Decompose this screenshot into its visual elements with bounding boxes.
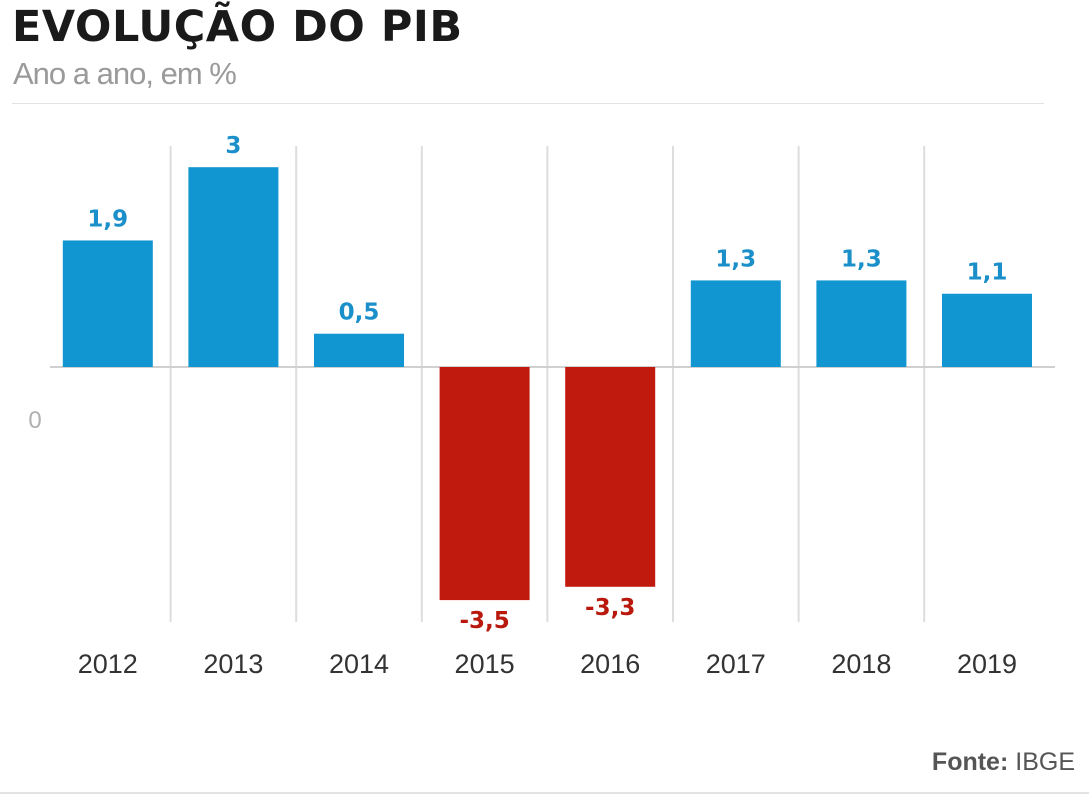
x-tick-labels: 2012 2013 2014 2015 2016 2017 2018 2019 <box>78 649 1017 679</box>
bottom-divider <box>0 792 1089 794</box>
bar-2014 <box>314 333 404 367</box>
bar-2019 <box>942 293 1032 367</box>
value-label-2015: -3,5 <box>459 608 509 634</box>
x-tick-label-2018: 2018 <box>831 649 891 679</box>
x-tick-label-2013: 2013 <box>203 649 263 679</box>
bar-chart: 1,930,5-3,5-3,31,3 1,31,1 2012 2013 2014 201… <box>28 133 1055 679</box>
value-label-2013: 3 <box>225 133 241 159</box>
source-value: IBGE <box>1015 748 1075 776</box>
column-dividers <box>169 146 926 622</box>
value-label-2017: 1,3 <box>715 246 756 272</box>
source-label: Fonte: <box>931 748 1009 776</box>
bar-2013 <box>188 167 279 367</box>
x-tick-label-2017: 2017 <box>706 649 766 679</box>
x-tick-label-2016: 2016 <box>580 649 640 679</box>
x-tick-label-2014: 2014 <box>329 649 389 679</box>
value-label-2018: 1,3 <box>841 246 882 272</box>
bar-2018 <box>816 280 907 367</box>
value-label-2014: 0,5 <box>339 300 380 326</box>
bar-2016 <box>565 367 656 587</box>
bar-2015 <box>439 367 530 601</box>
value-label-2016: -3,3 <box>585 595 635 621</box>
x-tick-label-2015: 2015 <box>455 649 515 679</box>
chart-subtitle: Ano a ano, em % <box>13 56 237 91</box>
bar-2017 <box>690 280 781 367</box>
chart-title: EVOLUÇÃO DO PIB <box>12 2 463 52</box>
zero-label: 0 <box>28 407 41 434</box>
x-tick-label-2012: 2012 <box>78 649 138 679</box>
x-tick-label-2019: 2019 <box>957 649 1017 679</box>
bar-2012 <box>62 240 153 367</box>
source-credit: Fonte: IBGE <box>932 748 1075 777</box>
value-label-2012: 1,9 <box>87 206 128 232</box>
bars <box>62 167 1032 601</box>
title-divider <box>12 103 1044 104</box>
value-labels: 1,9 3 0,5 -3,5 -3,3 1,3 1,3 1,1 <box>87 133 1007 634</box>
value-label-2019: 1,1 <box>967 260 1008 286</box>
